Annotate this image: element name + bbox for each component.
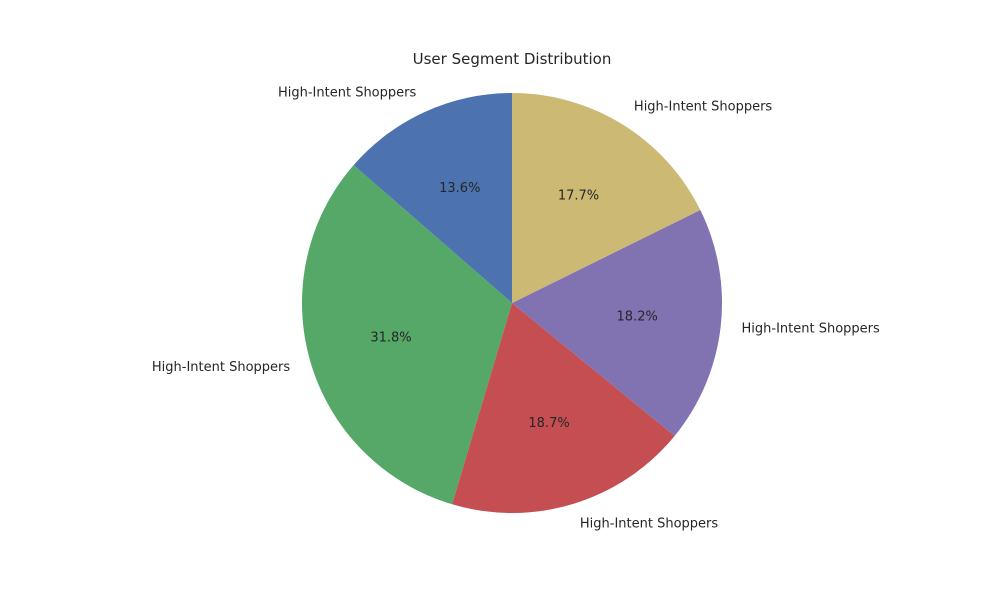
slice-category-label: High-Intent Shoppers [742,322,880,337]
pie-labels: 13.6% High-Intent Shoppers 31.8% High-Inten… [152,85,880,531]
slice-category-label: High-Intent Shoppers [634,99,772,114]
slice-category-label: High-Intent Shoppers [152,360,290,375]
slice-percent-label: 18.2% [617,310,658,325]
pie-slice [512,93,701,303]
pie-slice [452,303,675,514]
slice-percent-label: 17.7% [558,188,599,203]
slice-percent-label: 13.6% [439,181,480,196]
pie-slice [512,210,722,436]
slice-category-label: High-Intent Shoppers [278,85,416,100]
slice-percent-label: 31.8% [370,331,411,346]
pie-slice [353,93,512,303]
pie-slice [302,165,512,505]
slice-category-label: High-Intent Shoppers [580,516,718,531]
slice-percent-label: 18.7% [528,416,569,431]
chart-title: User Segment Distribution [413,50,612,68]
pie-slices [302,93,722,514]
